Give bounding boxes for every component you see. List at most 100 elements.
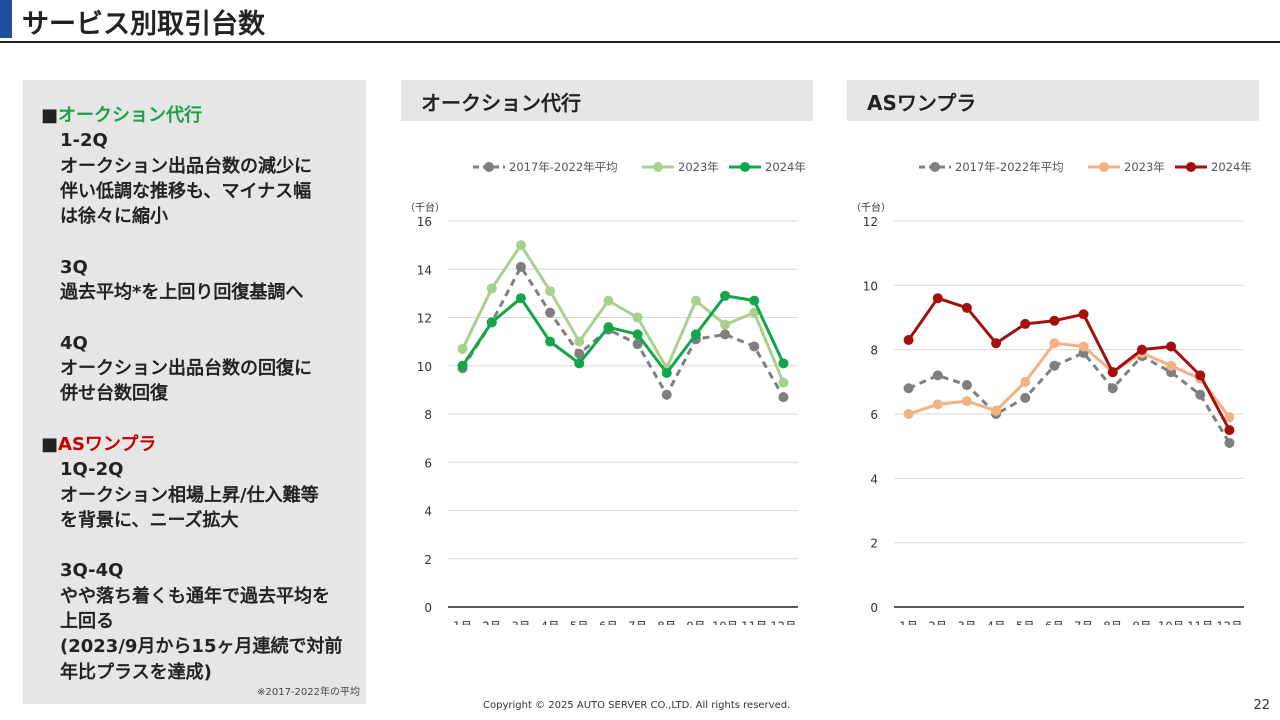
data-point [457,360,468,371]
data-point [749,295,760,306]
data-point [545,285,556,296]
data-point [903,409,914,419]
y-tick-label: 4 [870,472,878,486]
section-marker: ■ [41,105,59,126]
page-title: サービス別取引台数 [22,9,265,40]
data-point [749,341,760,352]
data-point [932,399,943,410]
title-accent-bar [0,0,12,38]
data-point [545,307,556,318]
data-point [1195,370,1206,381]
x-tick-label: 3月 [512,619,531,625]
legend-swatch-marker [653,162,663,172]
legend-label: 2024年 [765,160,806,174]
y-tick-label: 8 [870,344,878,358]
data-point [720,319,731,330]
x-tick-label: 12月 [1216,619,1242,625]
x-tick-label: 6月 [599,619,618,625]
y-tick-label: 6 [424,456,432,470]
x-tick-label: 7月 [628,619,647,625]
data-point [574,358,585,369]
page-number: 22 [1253,698,1270,713]
data-point [661,389,672,400]
auction-proxy-chart-panel: オークション代行 0 2 4 6 8 10 12 14 16（千台） 1月 2月 3月 4月 5月 6月 7月… [401,80,813,625]
x-tick-label: 10月 [712,619,738,625]
legend-swatch-marker [1186,162,1196,172]
x-tick-label: 11月 [741,619,767,625]
summary-line: 上回る [60,611,114,632]
data-point [690,329,701,340]
summary-line: 3Q-4Q [60,560,124,582]
series-line [907,296,1231,431]
chart-title-bar: オークション代行 [401,80,813,121]
data-point [632,339,643,350]
x-tick-label: 10月 [1158,619,1184,625]
data-point [545,336,556,347]
y-tick-label: 12 [417,312,432,326]
y-tick-label: 10 [863,279,878,293]
data-point [661,367,672,378]
data-point [1078,341,1089,352]
x-tick-label: 8月 [657,619,676,625]
legend-swatch-marker [930,162,940,172]
data-point [1078,309,1089,320]
data-point [1136,344,1147,355]
summary-line: オークション出品台数の減少に [60,155,312,177]
data-point [486,283,497,294]
summary-line: やや落ち着くも通年で過去平均を [60,585,330,607]
unit-label: （千台） [851,201,891,214]
data-point [515,293,526,304]
series-line [907,351,1231,444]
data-point [778,392,789,403]
data-point [457,343,468,354]
footnote: ※2017-2022年の平均 [257,687,360,698]
data-point [1166,341,1177,352]
legend-label: 2023年 [678,160,719,174]
legend-label: 2017年-2022年平均 [955,160,1064,174]
data-point [903,383,914,394]
summary-line: オークション出品台数の回復に [60,358,312,379]
auction-proxy-line-chart: 0 2 4 6 8 10 12 14 16（千台） 1月 2月 3月 4月 5月 6月 7月 8月 9月 10月11… [405,160,806,625]
legend-swatch-marker [1099,162,1109,172]
data-point [1049,338,1060,349]
chart-title: オークション代行 [421,91,581,115]
x-tick-label: 7月 [1074,619,1093,625]
section-heading-text: オークション代行 [58,105,203,126]
data-point [778,358,789,369]
chart-title-bar: ASワンプラ [847,80,1259,121]
section-heading: ■オークション代行 [41,104,202,128]
summary-line: 4Q [60,332,88,354]
x-tick-label: 11月 [1187,619,1213,625]
y-tick-label: 12 [863,215,878,229]
data-point [961,302,972,313]
x-tick-label: 1月 [453,619,472,625]
data-point [903,335,914,346]
data-point [515,240,526,251]
copyright: Copyright © 2025 AUTO SERVER CO.,LTD. Al… [483,700,791,711]
y-tick-label: 10 [417,360,432,374]
summary-line: 1Q-2Q [60,459,124,481]
y-tick-label: 2 [870,537,878,551]
title-divider [0,41,1280,43]
data-point [720,290,731,301]
x-tick-label: 9月 [687,619,706,625]
y-tick-label: 8 [424,408,432,422]
data-point [632,329,643,340]
legend-label: 2023年 [1124,160,1165,174]
data-point [720,329,731,340]
summary-line: 1-2Q [60,130,108,152]
summary-panel: ■オークション代行 1-2Q オークション出品台数の減少に 伴い低調な推移も、マイナス… [23,80,366,704]
data-point [1107,367,1118,378]
data-point [961,396,972,407]
x-tick-label: 1月 [899,619,918,625]
x-tick-label: 5月 [570,619,589,625]
chart-title: ASワンプラ [867,91,977,115]
data-point [690,295,701,306]
data-point [1020,318,1031,329]
data-point [932,370,943,381]
y-tick-label: 4 [424,505,432,519]
x-tick-label: 2月 [928,619,947,625]
x-tick-label: 12月 [770,619,796,625]
data-point [486,317,497,328]
data-point [1020,376,1031,387]
